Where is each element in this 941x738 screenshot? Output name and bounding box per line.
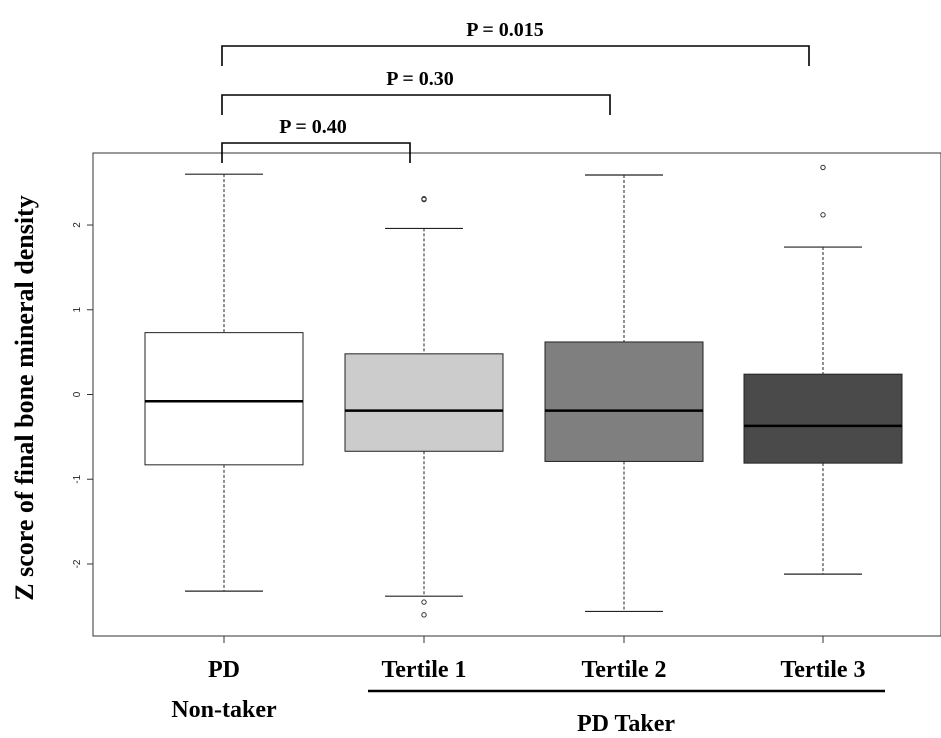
bracket [221, 94, 611, 115]
bracket [221, 45, 810, 66]
box-group-3 [544, 174, 704, 613]
outlier-point [421, 196, 427, 203]
comparison-2: P = 0.30 [221, 68, 611, 115]
x-label-4: Tertile 3 [780, 657, 865, 683]
x-label-2: Tertile 1 [381, 657, 466, 683]
y-tick-label: -1 [72, 474, 83, 483]
y-axis-label: Z score of final bone mineral density [10, 195, 39, 600]
comparison-3: P = 0.015 [221, 19, 810, 66]
box [144, 332, 304, 466]
outlier-point [820, 212, 826, 218]
box-group-2 [344, 196, 504, 618]
box [344, 353, 504, 452]
p-value-label: P = 0.30 [386, 68, 454, 90]
p-value-label: P = 0.015 [466, 19, 544, 41]
boxes [144, 164, 903, 618]
p-value-label: P = 0.40 [279, 116, 347, 138]
box [544, 341, 704, 462]
box [743, 373, 903, 464]
x-label-3: Tertile 2 [581, 657, 666, 683]
bracket [221, 142, 411, 163]
outlier-point [421, 612, 427, 618]
y-tick-label: 0 [72, 391, 83, 397]
y-tick-label: 2 [72, 222, 83, 228]
comparison-brackets: P = 0.40 P = 0.30 P = 0.015 [221, 19, 810, 163]
y-tick-label: -2 [72, 559, 83, 568]
comparison-1: P = 0.40 [221, 116, 411, 163]
x-axis-labels: PD Non-taker Tertile 1 Tertile 2 Tertile 3 PD… [171, 657, 885, 737]
outlier-point [820, 164, 826, 171]
y-tick-label: 1 [72, 307, 83, 313]
box-group-1 [144, 173, 304, 592]
y-axis: -2 -1 0 1 2 [72, 222, 824, 643]
x-label-1: Non-taker [171, 697, 277, 723]
x-label-1: PD [208, 657, 240, 683]
box-group-4 [743, 164, 903, 575]
pd-taker-label: PD Taker [577, 711, 675, 737]
outlier-point [421, 599, 427, 605]
